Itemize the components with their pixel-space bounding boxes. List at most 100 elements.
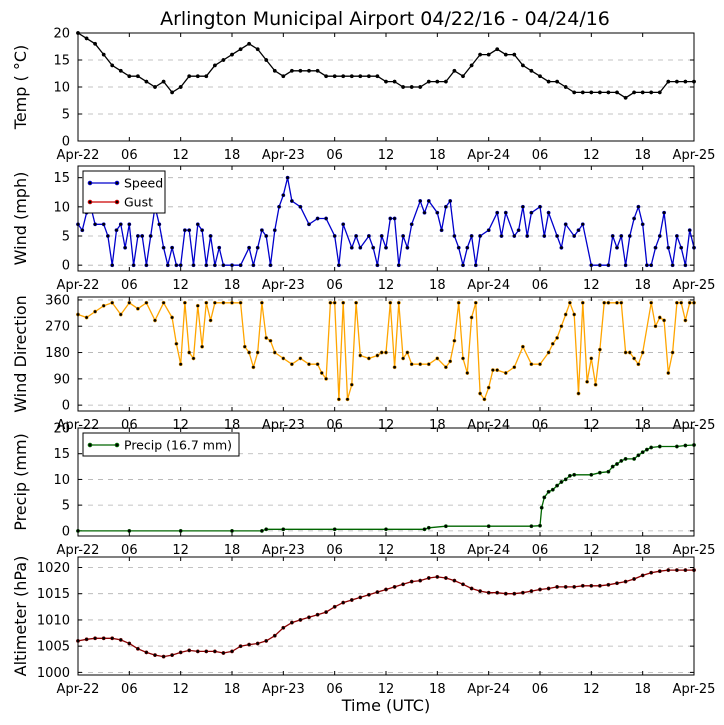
data-point	[105, 234, 110, 238]
data-point	[401, 85, 406, 89]
data-point	[674, 568, 679, 573]
data-point	[127, 222, 132, 227]
data-point	[503, 52, 508, 57]
data-point	[422, 527, 427, 532]
y-tick-label: 20	[53, 422, 70, 437]
data-point	[255, 641, 260, 646]
data-point	[358, 353, 363, 358]
y-tick-label: 0	[62, 399, 70, 414]
data-point	[461, 356, 465, 361]
x-tick-label: Apr-25	[673, 418, 716, 433]
x-tick-label: 12	[583, 543, 600, 558]
data-point	[349, 598, 354, 602]
data-point	[384, 527, 388, 532]
data-point	[666, 79, 671, 84]
panel-dir: 0 90 180 270 360 Apr-22 06 12 18 Apr-23 06 12 18 Apr-…	[11, 293, 715, 433]
data-point	[683, 263, 688, 268]
data-point	[101, 636, 106, 641]
data-point	[123, 245, 128, 250]
data-point	[345, 397, 350, 402]
data-point	[392, 216, 397, 221]
legend-box	[82, 170, 166, 214]
data-point	[110, 636, 115, 641]
data-point	[170, 245, 175, 250]
data-point	[550, 341, 555, 346]
data-point	[178, 85, 183, 89]
x-tick-label: 12	[378, 148, 395, 163]
x-tick-label: 12	[583, 278, 600, 293]
data-point	[555, 483, 560, 488]
data-point	[563, 477, 568, 482]
x-tick-label: 18	[429, 543, 446, 558]
data-point	[679, 245, 684, 250]
data-point	[264, 58, 269, 62]
data-point	[563, 85, 568, 89]
data-point	[538, 204, 542, 209]
x-tick-label: Apr-22	[57, 418, 100, 433]
data-point	[486, 228, 491, 233]
x-tick-label: 18	[634, 148, 651, 163]
x-tick-label: Apr-22	[57, 682, 100, 697]
data-point	[204, 649, 209, 654]
data-point	[191, 356, 196, 361]
data-point	[161, 79, 166, 84]
data-point	[153, 318, 157, 323]
x-tick-label: Apr-25	[673, 682, 716, 697]
legend-box	[82, 432, 240, 457]
data-point	[401, 582, 406, 587]
x-tick-label: 06	[532, 278, 549, 293]
data-point	[375, 74, 380, 79]
data-point	[153, 85, 157, 89]
data-point	[469, 315, 474, 320]
data-point	[144, 650, 149, 655]
data-point	[623, 263, 628, 268]
data-point	[354, 234, 359, 238]
data-point	[478, 234, 483, 238]
data-point	[610, 464, 615, 469]
data-point	[230, 300, 234, 305]
data-point	[636, 362, 641, 367]
data-point	[452, 234, 457, 238]
data-point	[118, 312, 123, 317]
data-point	[110, 263, 115, 268]
data-point	[153, 653, 157, 658]
x-tick-label: 06	[326, 418, 343, 433]
y-axis-label-wind: Wind (mph)	[11, 172, 30, 266]
y-tick-label: 5	[62, 499, 70, 514]
data-point	[384, 587, 388, 592]
data-point	[585, 379, 590, 384]
data-point	[174, 341, 179, 346]
x-tick-label: 12	[378, 682, 395, 697]
data-point	[418, 578, 423, 583]
data-point	[93, 41, 98, 46]
data-point	[324, 610, 329, 615]
data-point	[657, 569, 662, 574]
data-point	[264, 527, 269, 532]
data-point	[619, 234, 624, 238]
data-point	[473, 300, 478, 305]
data-point	[371, 245, 376, 250]
x-tick-label: 18	[224, 148, 241, 163]
data-point	[443, 365, 448, 370]
data-point	[281, 625, 286, 630]
data-point	[426, 362, 431, 367]
data-point	[512, 52, 517, 57]
data-point	[465, 371, 470, 375]
data-point	[486, 524, 491, 529]
data-point	[281, 74, 286, 79]
x-tick-label: 12	[378, 543, 395, 558]
x-tick-label: 12	[378, 278, 395, 293]
data-point	[174, 263, 179, 268]
data-point	[131, 263, 136, 268]
data-point	[247, 642, 252, 647]
data-point	[589, 472, 594, 477]
data-point	[127, 641, 132, 646]
y-tick-label: 10	[53, 200, 70, 215]
data-point	[486, 590, 491, 595]
data-point	[264, 638, 269, 643]
data-point	[366, 356, 371, 361]
data-point	[110, 300, 115, 305]
x-tick-label: Apr-22	[57, 543, 100, 558]
data-point	[195, 74, 200, 79]
